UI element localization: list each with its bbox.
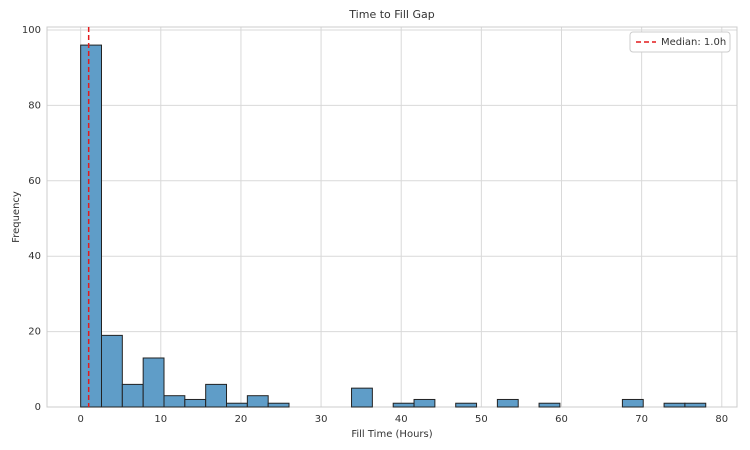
bar [100, 334, 123, 408]
bar [205, 383, 228, 408]
y-tick-label: 40 [28, 251, 41, 262]
bar [163, 395, 186, 408]
bar [184, 398, 207, 408]
y-tick-label: 80 [28, 100, 41, 111]
bar [621, 398, 644, 408]
x-tick-label: 50 [475, 414, 488, 425]
y-axis-label: Frequency [11, 191, 22, 243]
bar [121, 383, 144, 408]
bar [413, 398, 436, 408]
bar [246, 395, 269, 408]
bar [351, 387, 373, 408]
bar [496, 398, 519, 408]
bar [226, 402, 248, 408]
legend-box [629, 31, 731, 53]
x-tick-label: 40 [395, 414, 408, 425]
x-tick-label: 70 [635, 414, 648, 425]
x-axis-label: Fill Time (Hours) [351, 429, 432, 440]
y-tick-label: 20 [28, 327, 41, 338]
x-tick-label: 80 [715, 414, 728, 425]
legend-label: Median: 1.0h [661, 37, 726, 48]
bar [684, 402, 707, 408]
x-tick-label: 0 [77, 414, 83, 425]
chart-title: Time to Fill Gap [348, 8, 434, 21]
bar [455, 402, 478, 408]
bar [267, 402, 290, 408]
x-tick-label: 20 [235, 414, 248, 425]
bar [80, 44, 102, 408]
bar [538, 402, 561, 408]
y-tick-label: 60 [28, 176, 41, 187]
plot-frame [46, 26, 738, 408]
bar [392, 402, 415, 408]
x-tick-label: 30 [315, 414, 328, 425]
y-tick-label: 0 [35, 402, 41, 413]
y-tick-label: 100 [22, 25, 41, 36]
bar [142, 357, 165, 408]
x-tick-label: 10 [154, 414, 167, 425]
x-tick-label: 60 [555, 414, 568, 425]
bar [663, 402, 686, 408]
